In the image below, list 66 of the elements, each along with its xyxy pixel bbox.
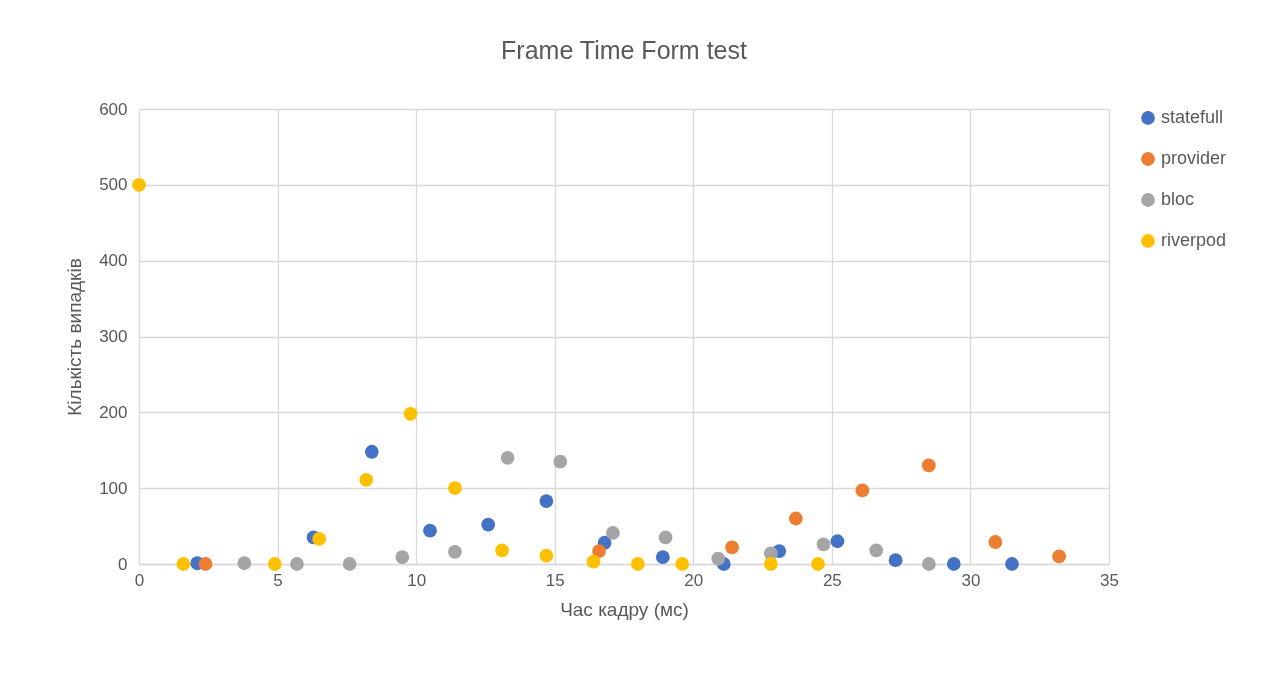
- point: [448, 481, 462, 496]
- legend-label: statefull: [1161, 107, 1224, 127]
- x-tick-label: 15: [545, 570, 565, 590]
- point: [816, 537, 831, 552]
- x-tick-label: 20: [684, 570, 704, 590]
- point: [921, 557, 936, 571]
- point: [888, 553, 903, 568]
- y-tick-label: 500: [99, 175, 128, 195]
- point: [267, 557, 282, 571]
- x-axis-title: Час кадру (мс): [560, 598, 689, 620]
- point: [395, 550, 410, 565]
- y-axis-title: Кількість випадків: [64, 258, 86, 416]
- point: [869, 543, 884, 558]
- point: [342, 557, 357, 571]
- x-tick-label: 30: [961, 570, 981, 590]
- point: [553, 454, 568, 469]
- point: [675, 557, 690, 571]
- point: [176, 557, 191, 571]
- point: [312, 532, 327, 546]
- point: [539, 494, 554, 508]
- point: [132, 177, 146, 192]
- point: [198, 557, 213, 571]
- point: [606, 526, 620, 540]
- point: [725, 540, 739, 555]
- point: [237, 556, 252, 571]
- point: [290, 557, 304, 571]
- point: [655, 550, 670, 565]
- y-tick-label: 400: [99, 251, 128, 271]
- point: [830, 534, 845, 549]
- legend-label: provider: [1161, 148, 1227, 168]
- point: [481, 517, 496, 532]
- point: [495, 543, 509, 558]
- x-tick-label: 10: [407, 570, 427, 590]
- point: [403, 406, 418, 421]
- point: [763, 557, 778, 571]
- y-tick-label: 200: [99, 402, 128, 422]
- chart-title: Frame Time Form test: [501, 36, 747, 64]
- point: [921, 458, 936, 473]
- point: [359, 472, 374, 487]
- point: [423, 523, 437, 538]
- point: [364, 444, 379, 459]
- y-tick-label: 0: [118, 554, 128, 574]
- point: [658, 530, 673, 545]
- point: [539, 548, 554, 563]
- y-tick-label: 300: [99, 327, 128, 346]
- point: [1005, 557, 1019, 571]
- x-tick-label: 5: [273, 570, 283, 590]
- x-tick-label: 0: [134, 570, 145, 590]
- point: [630, 557, 645, 571]
- x-tick-label: 25: [822, 570, 842, 590]
- point: [855, 483, 870, 498]
- y-tick-label: 600: [99, 99, 128, 119]
- point: [500, 450, 515, 465]
- legend-label: bloc: [1161, 189, 1195, 209]
- point: [788, 511, 803, 526]
- point: [946, 557, 961, 571]
- x-tick-label: 35: [1100, 570, 1119, 590]
- point: [586, 554, 601, 569]
- y-tick-label: 100: [99, 478, 128, 498]
- point: [592, 544, 606, 558]
- point: [1052, 549, 1067, 564]
- point: [988, 535, 1003, 549]
- point: [811, 557, 825, 571]
- point: [711, 551, 726, 566]
- legend-label: riverpod: [1161, 230, 1227, 250]
- point: [448, 544, 462, 559]
